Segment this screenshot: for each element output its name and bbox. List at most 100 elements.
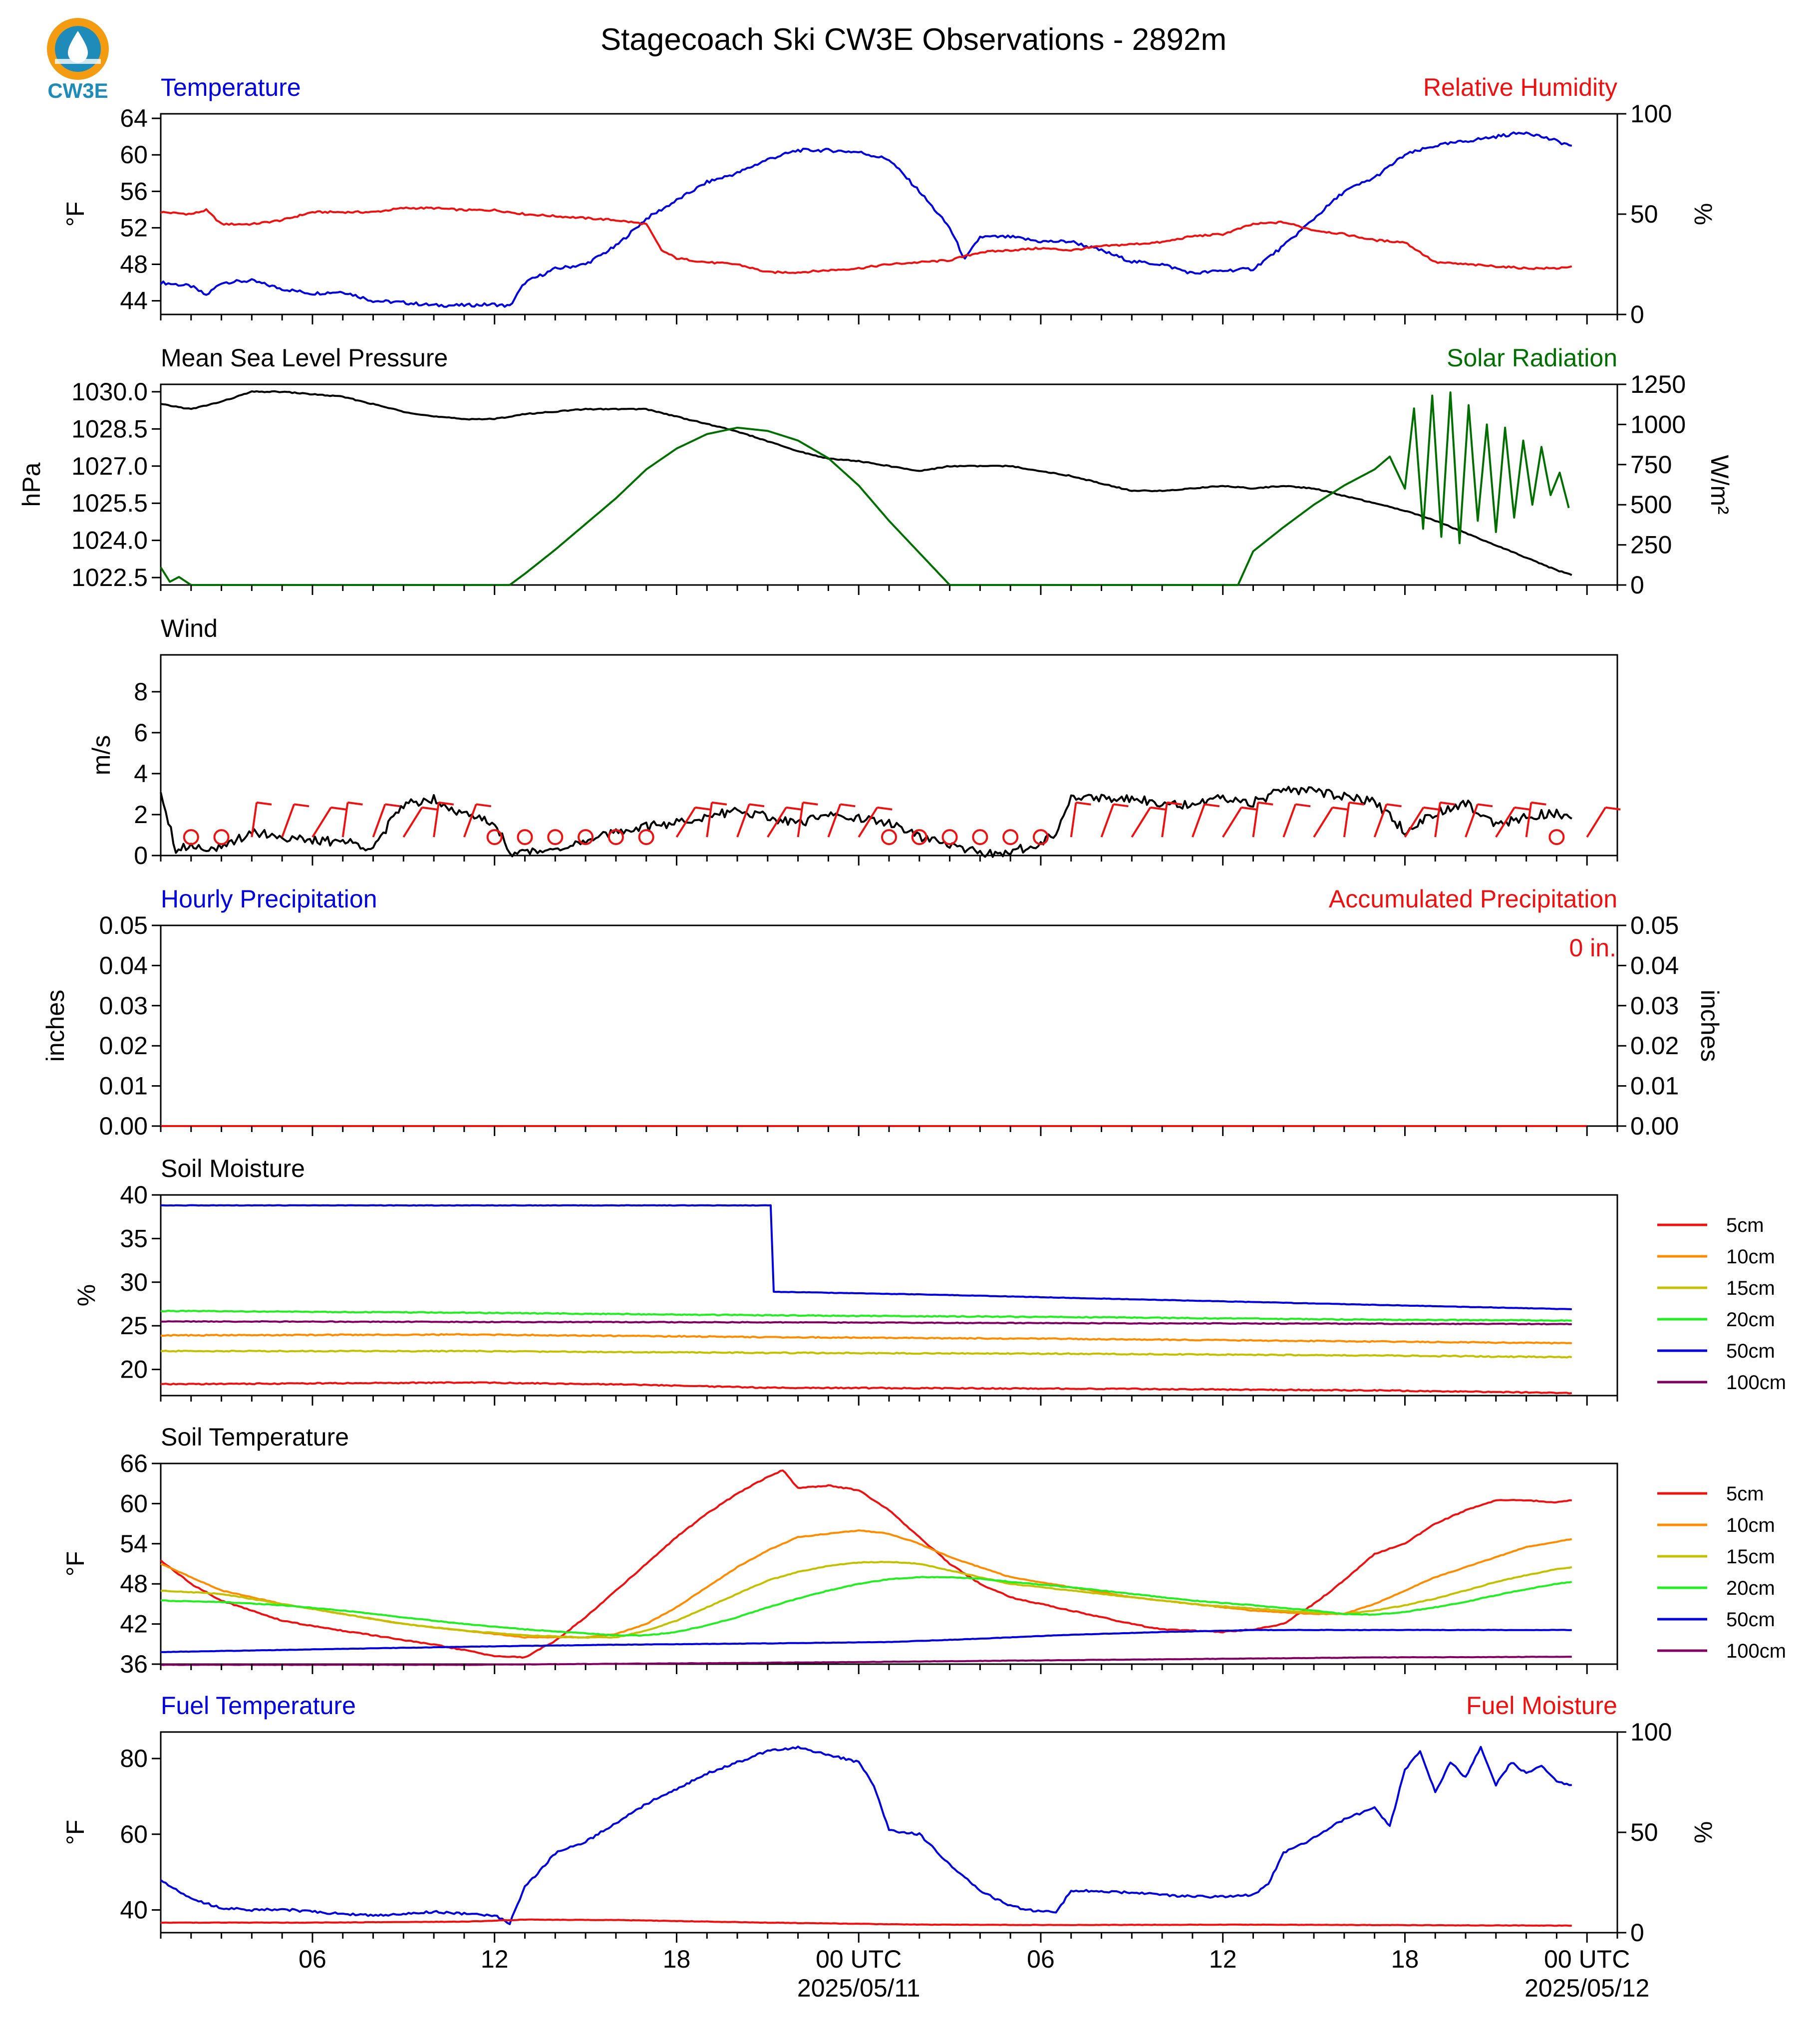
wind-calm-marker (517, 829, 533, 846)
wind-barb-shaft (1343, 802, 1350, 838)
legend-label: 50cm (1726, 1609, 1775, 1631)
wind-barb-flag (877, 806, 893, 811)
wind-barb-shaft (281, 804, 295, 838)
axis-label-fuel-moisture: % (1689, 1821, 1717, 1843)
wind-barb-flag (1241, 806, 1257, 811)
series-solar-radiation (160, 391, 1570, 586)
wind-ticks: 0 2 4 6 8 (134, 678, 1618, 869)
y2-tick-label: 0.05 (1630, 911, 1679, 939)
y2-tick-label: 100 (1630, 1718, 1672, 1746)
legend-label: 5cm (1726, 1483, 1764, 1505)
soil-temperature-series (160, 1469, 1572, 1666)
y-tick-label: 1025.5 (71, 489, 148, 517)
y2-tick-label: 50 (1630, 1818, 1658, 1846)
wind-barb-flag (803, 801, 818, 806)
wind-barb-shaft (1373, 804, 1388, 838)
wind-calm-marker (578, 829, 594, 846)
wind-barb-flag (1076, 801, 1091, 806)
wave-icon (55, 59, 101, 64)
wind-barb-flag (347, 801, 363, 806)
y-tick-label: 0.04 (99, 951, 148, 979)
y-tick-label: 40 (120, 1181, 148, 1209)
panel-title-relative-humidity: Relative Humidity (1423, 73, 1617, 101)
y-tick-label: 60 (120, 141, 148, 169)
plot-frame (160, 924, 1618, 1127)
plot-frame (160, 113, 1618, 315)
wind-barb-flag (1440, 801, 1456, 806)
wind-barb-shaft (341, 802, 349, 838)
y-tick-label: 40 (120, 1896, 148, 1924)
y-tick-label: 1022.5 (71, 564, 148, 591)
wind-calm-marker (547, 829, 564, 846)
y2-tick-label: 0.01 (1630, 1072, 1679, 1100)
plot-frame (160, 1731, 1618, 1934)
wind-barb-shaft (706, 802, 713, 838)
y2-tick-label: 0.00 (1630, 1112, 1679, 1140)
wind-barb-shaft (402, 807, 423, 838)
wind-calm-marker (972, 829, 988, 846)
series-wind-speed (160, 786, 1572, 858)
series-fuel-moisture (161, 1918, 1572, 1927)
legend-label: 15cm (1726, 1546, 1775, 1568)
y-tick-label: 54 (120, 1530, 148, 1558)
series-temperature (160, 131, 1572, 308)
legend-label: 20cm (1726, 1309, 1775, 1331)
wind-barb-flag (1257, 801, 1273, 806)
x-tick-label: 06 (1027, 1945, 1055, 1973)
cw3e-logo-text: CW3E (47, 79, 108, 102)
wind-calm-marker (1002, 829, 1019, 846)
wind-calm-marker (911, 829, 927, 846)
series-relative-humidity (160, 206, 1572, 275)
x-date-label: 2025/05/12 (1524, 1974, 1649, 2002)
y-tick-label: 48 (120, 251, 148, 279)
y2-tick-label: 0.03 (1630, 992, 1679, 1020)
wind-barb-shaft (1070, 802, 1077, 838)
panel-title-wind: Wind (161, 614, 218, 642)
wind-barb-shaft (858, 807, 878, 838)
y-tick-label: 0 (134, 842, 148, 869)
panel-title-accumulated-precipitation: Accumulated Precipitation (1329, 885, 1617, 913)
y2-tick-label: 0 (1630, 571, 1644, 599)
wind-barb-shaft (1282, 804, 1297, 838)
wind-barb-shaft (1404, 807, 1425, 838)
wind-barb-shaft (675, 807, 696, 838)
plot-frame (160, 1462, 1618, 1665)
series-fuel-temperature (160, 1745, 1572, 1925)
wind-barb-shaft (1434, 802, 1441, 838)
series-20cm (160, 1309, 1572, 1322)
y-tick-label: 1027.0 (71, 452, 148, 480)
wind-barb-shaft (827, 804, 842, 838)
y2-tick-label: 100 (1630, 100, 1672, 128)
panel-title-soil-moisture: Soil Moisture (161, 1155, 305, 1182)
y-tick-label: 6 (134, 719, 148, 747)
y-tick-label: 0.02 (99, 1032, 148, 1060)
plot-frame (160, 383, 1618, 586)
y-tick-label: 44 (120, 287, 148, 315)
soil-temperature-ticks: 36 42 48 54 60 66 (120, 1449, 1618, 1678)
legend-label: 100cm (1726, 1640, 1786, 1662)
wind-barb-flag (1332, 806, 1348, 811)
series-100cm (160, 1656, 1572, 1666)
wind-calm-marker (941, 829, 958, 846)
wind-calm-marker (1032, 829, 1049, 846)
series-mean-sea-level-pressure (160, 390, 1572, 576)
y-tick-label: 60 (120, 1820, 148, 1848)
wind-barb-flag (438, 801, 454, 806)
wind-barb-flag (1605, 806, 1621, 811)
y-tick-label: 4 (134, 760, 148, 788)
wind-barb-flag (711, 801, 727, 806)
y-tick-label: 52 (120, 214, 148, 242)
wind-series (160, 786, 1572, 858)
y2-tick-label: 500 (1630, 491, 1672, 519)
panel-title-pressure: Mean Sea Level Pressure (161, 344, 448, 372)
y-tick-label: 1030.0 (71, 378, 148, 406)
panel-fuel: Fuel Temperature Fuel Moisture 40 60 80 0 50… (61, 1692, 1717, 1947)
axis-label-wind: m/s (87, 735, 115, 776)
soil-moisture-legend: 5cm 10cm 15cm 20cm 50cm 100cm (1657, 1214, 1786, 1394)
y-tick-label: 2 (134, 801, 148, 829)
y-tick-label: 48 (120, 1570, 148, 1598)
y2-tick-label: 750 (1630, 451, 1672, 479)
wind-barb-flag (385, 803, 400, 808)
wind-barb-shaft (433, 802, 440, 838)
